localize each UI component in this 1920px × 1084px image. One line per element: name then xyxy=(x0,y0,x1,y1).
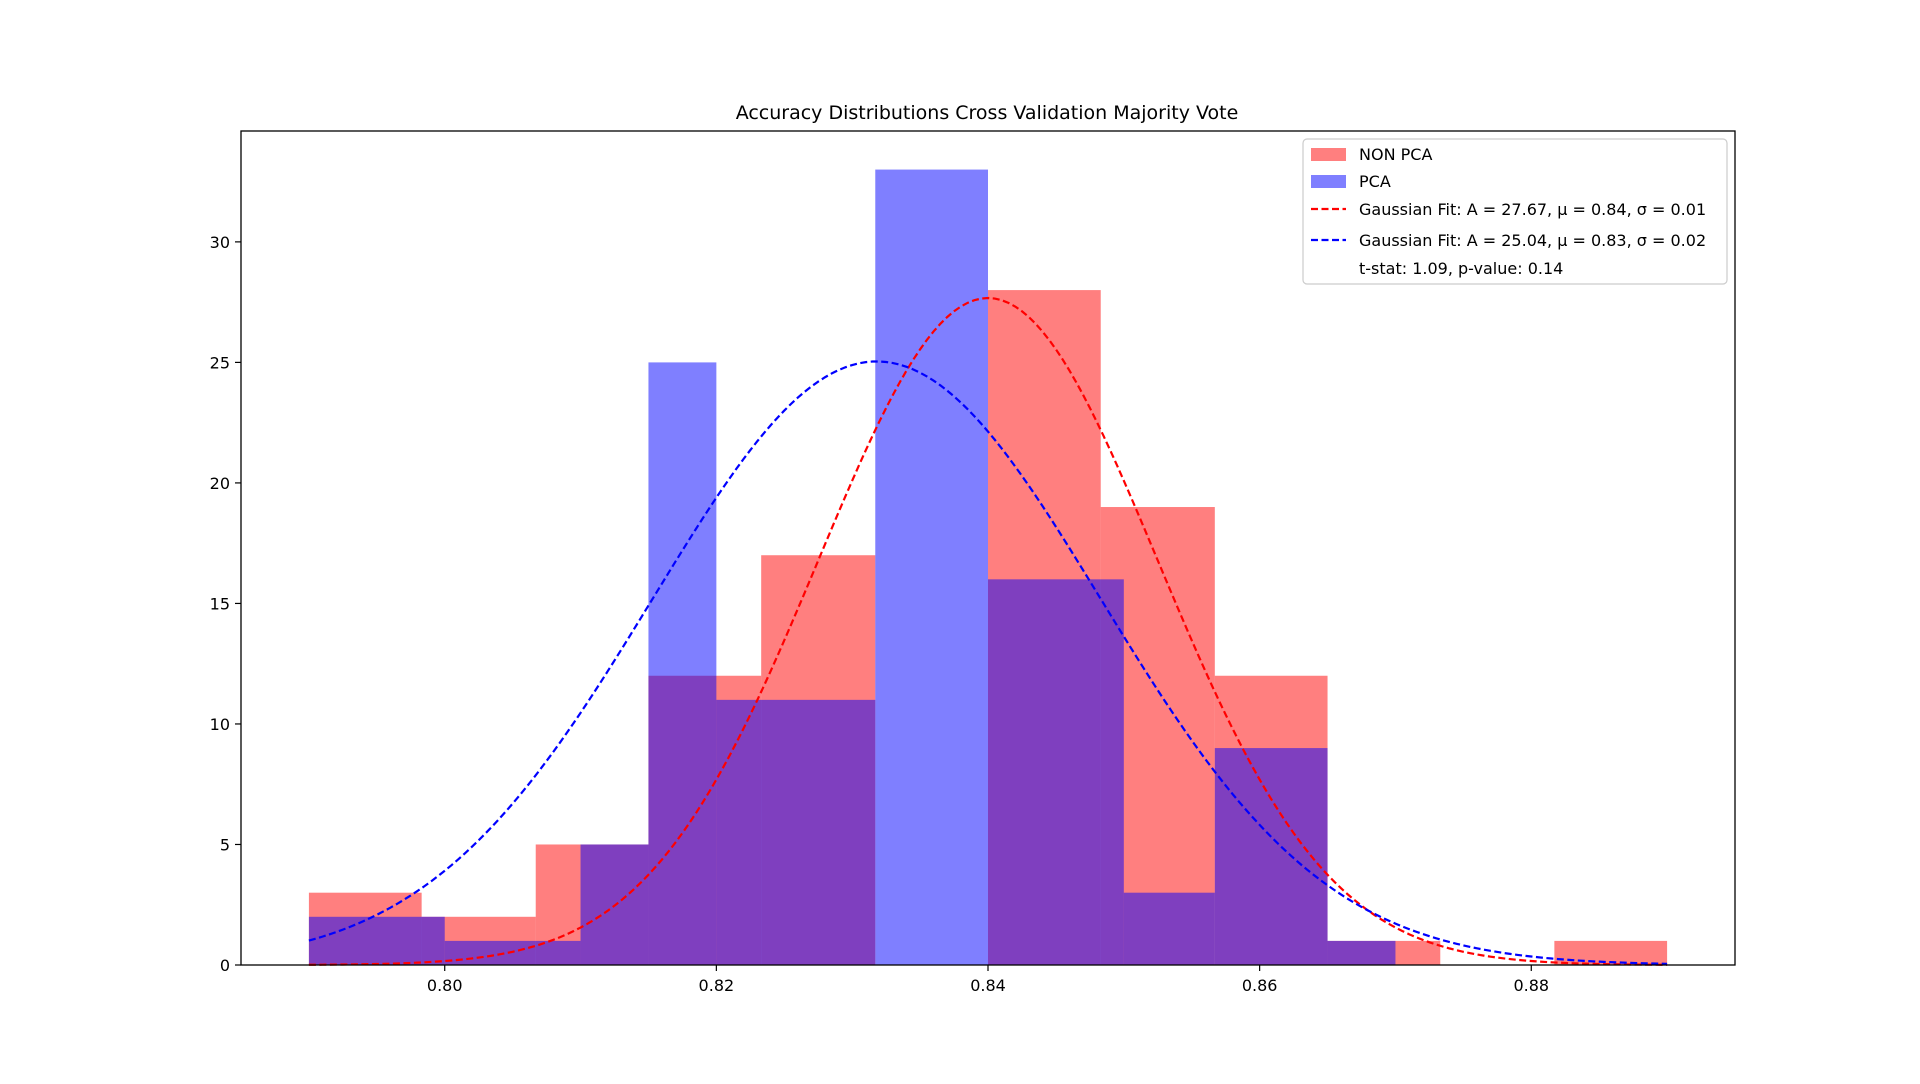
bar-pca-4 xyxy=(716,699,876,965)
bar-pca-5 xyxy=(875,169,988,965)
gaussian-fit-pca-curve xyxy=(308,360,1668,965)
x-tick-label: 0.80 xyxy=(427,976,463,995)
y-axis: 0 5 10 15 20 25 30 xyxy=(210,233,241,975)
bar-pca-3 xyxy=(648,362,717,966)
legend-box xyxy=(1302,138,1728,285)
legend: NON PCA PCA Gaussian Fit: A = 27.67, μ = 0… xyxy=(1302,138,1728,285)
bar-pca-7 xyxy=(1123,892,1215,965)
x-tick-label: 0.84 xyxy=(970,976,1006,995)
legend-label: Gaussian Fit: A = 25.04, μ = 0.83, σ = 0… xyxy=(1359,231,1706,250)
bars-layer xyxy=(308,169,1668,966)
y-tick-label: 20 xyxy=(210,474,230,493)
y-tick-label: 25 xyxy=(210,353,230,372)
curves-layer xyxy=(308,296,1668,966)
x-tick-label: 0.86 xyxy=(1242,976,1278,995)
bar-pca-1 xyxy=(444,940,581,965)
legend-swatch xyxy=(1311,175,1346,188)
x-tick-label: 0.88 xyxy=(1513,976,1549,995)
legend-label: NON PCA xyxy=(1359,145,1432,164)
y-tick-label: 5 xyxy=(220,835,230,854)
x-tick-label: 0.82 xyxy=(699,976,735,995)
y-tick-label: 30 xyxy=(210,233,230,252)
bar-pca-6 xyxy=(988,579,1124,965)
chart-title: Accuracy Distributions Cross Validation … xyxy=(736,102,1239,124)
bar-pca-8 xyxy=(1214,748,1328,965)
y-tick-label: 0 xyxy=(220,956,230,975)
y-tick-label: 10 xyxy=(210,715,230,734)
x-axis: 0.80 0.82 0.84 0.86 0.88 xyxy=(427,965,1549,995)
legend-label: PCA xyxy=(1359,172,1391,191)
gaussian-fit-non-pca-curve xyxy=(308,296,1668,966)
y-tick-label: 15 xyxy=(210,594,230,613)
legend-label: Gaussian Fit: A = 27.67, μ = 0.84, σ = 0… xyxy=(1359,200,1706,219)
bar-pca-0 xyxy=(308,916,445,965)
legend-swatch xyxy=(1311,148,1346,161)
bar-pca-9 xyxy=(1327,940,1396,965)
legend-label: t-stat: 1.09, p-value: 0.14 xyxy=(1359,259,1563,278)
